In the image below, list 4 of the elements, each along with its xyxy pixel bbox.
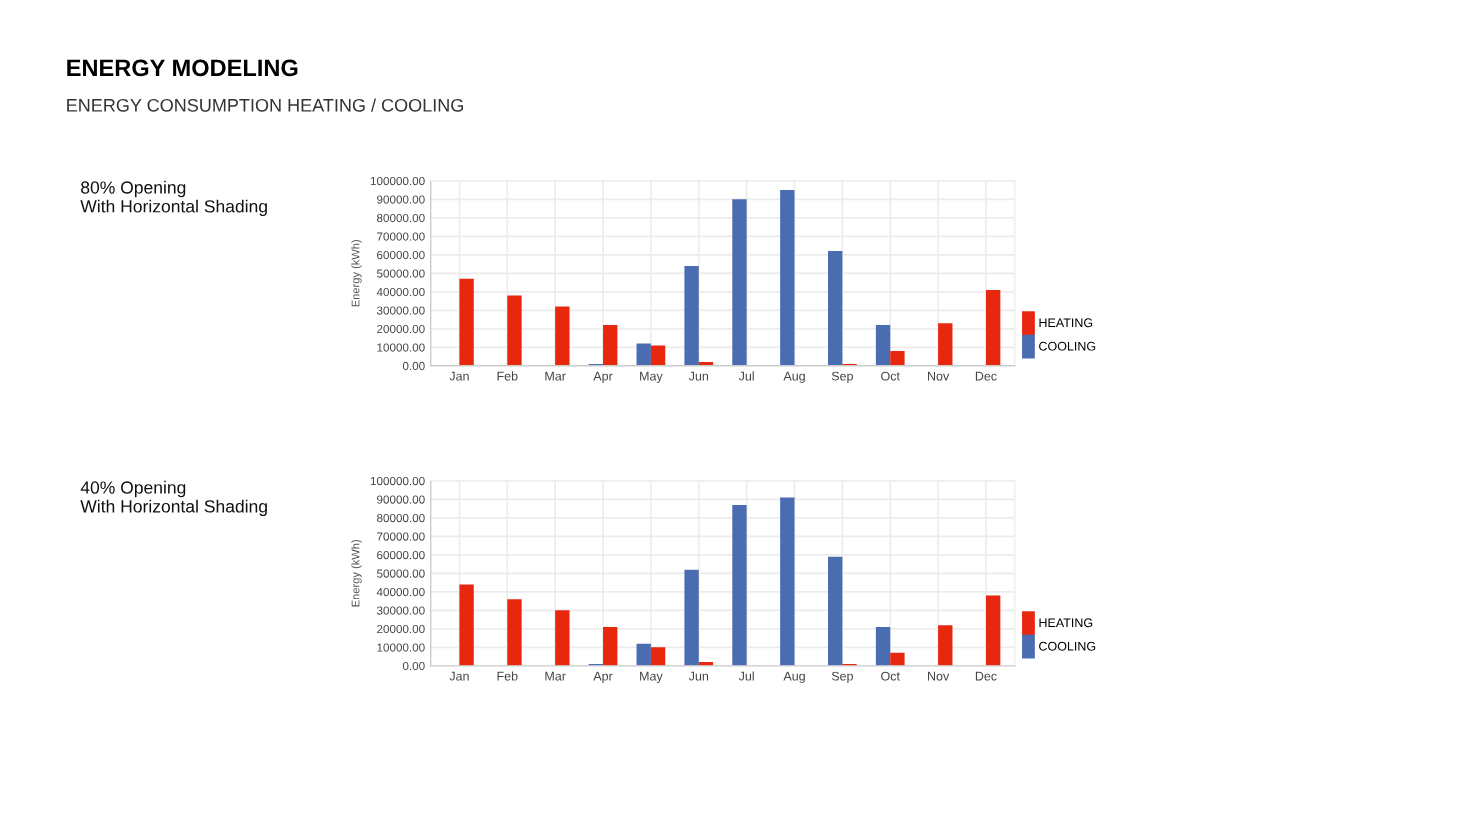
text: 40% Opening With Horizontal Shading	[80, 480, 267, 517]
text: ENERGY MODELING	[67, 59, 298, 77]
text: 80% Opening With Horizontal Shading	[80, 180, 267, 216]
text: ENERGY CONSUMPTION HEATING / COOLING	[67, 98, 463, 112]
